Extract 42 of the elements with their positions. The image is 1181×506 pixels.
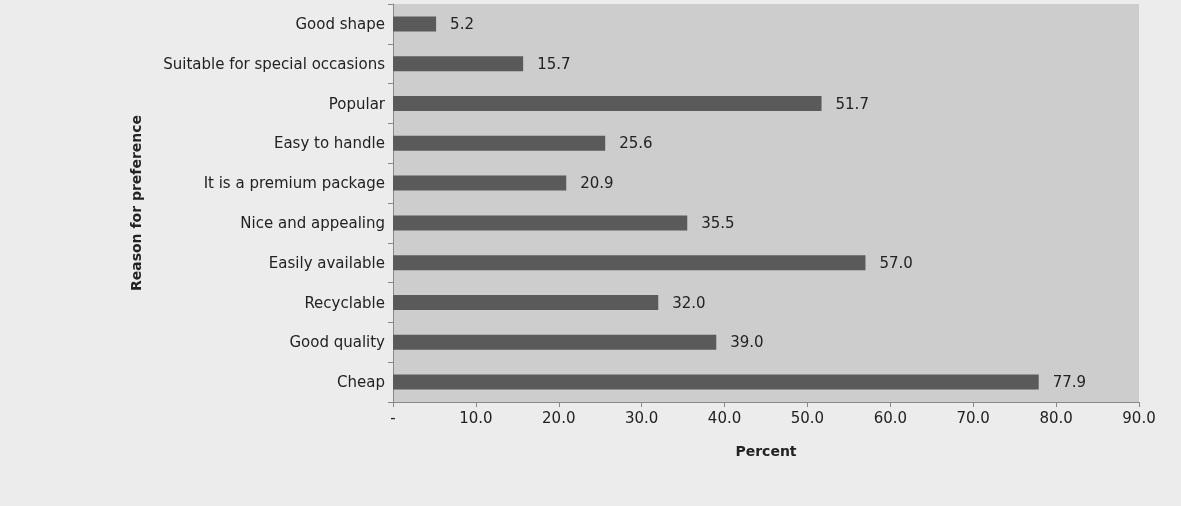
data-label: 15.7 xyxy=(537,54,571,73)
x-axis-title: Percent xyxy=(735,443,797,459)
data-label: 77.9 xyxy=(1052,373,1087,392)
y-tick-label: Easily available xyxy=(268,253,385,272)
x-tick-label: 30.0 xyxy=(624,408,659,427)
bar xyxy=(393,56,524,72)
bar xyxy=(393,295,659,310)
data-label: 51.7 xyxy=(835,94,869,113)
y-tick-label: Cheap xyxy=(337,373,385,392)
x-tick-label: 40.0 xyxy=(707,408,742,427)
bar xyxy=(393,135,606,151)
data-label: 20.9 xyxy=(580,174,614,193)
y-tick-label: It is a premium package xyxy=(203,174,385,193)
data-label: 35.5 xyxy=(701,213,735,232)
y-tick-label: Good quality xyxy=(289,333,386,352)
data-label: 32.0 xyxy=(672,293,706,312)
x-tick-label: 20.0 xyxy=(542,408,576,427)
data-label: 25.6 xyxy=(619,134,653,153)
x-tick-label: 90.0 xyxy=(1122,408,1156,427)
y-tick-label: Recyclable xyxy=(304,293,385,312)
bar xyxy=(393,96,822,111)
x-tick-label: - xyxy=(390,408,396,427)
y-tick-label: Good shape xyxy=(295,14,385,33)
data-label: 57.0 xyxy=(879,253,913,272)
bar xyxy=(393,255,866,271)
y-tick-label: Nice and appealing xyxy=(240,213,385,232)
x-tick-label: 10.0 xyxy=(459,408,493,427)
data-label: 39.0 xyxy=(730,333,764,352)
bar xyxy=(393,175,567,191)
y-tick-label: Popular xyxy=(328,94,386,113)
x-tick-label: 80.0 xyxy=(1039,408,1073,427)
y-tick-label: Easy to handle xyxy=(273,134,385,153)
bar xyxy=(393,215,688,231)
x-tick-label: 50.0 xyxy=(790,408,825,427)
bar xyxy=(393,334,717,350)
y-tick-label: Suitable for special occasions xyxy=(163,54,386,73)
bar xyxy=(393,374,1039,390)
x-tick-label: 60.0 xyxy=(873,408,908,427)
y-axis-title: Reason for preference xyxy=(128,114,144,292)
x-tick-label: 70.0 xyxy=(956,408,990,427)
bar xyxy=(393,16,437,32)
data-label: 5.2 xyxy=(450,14,474,33)
